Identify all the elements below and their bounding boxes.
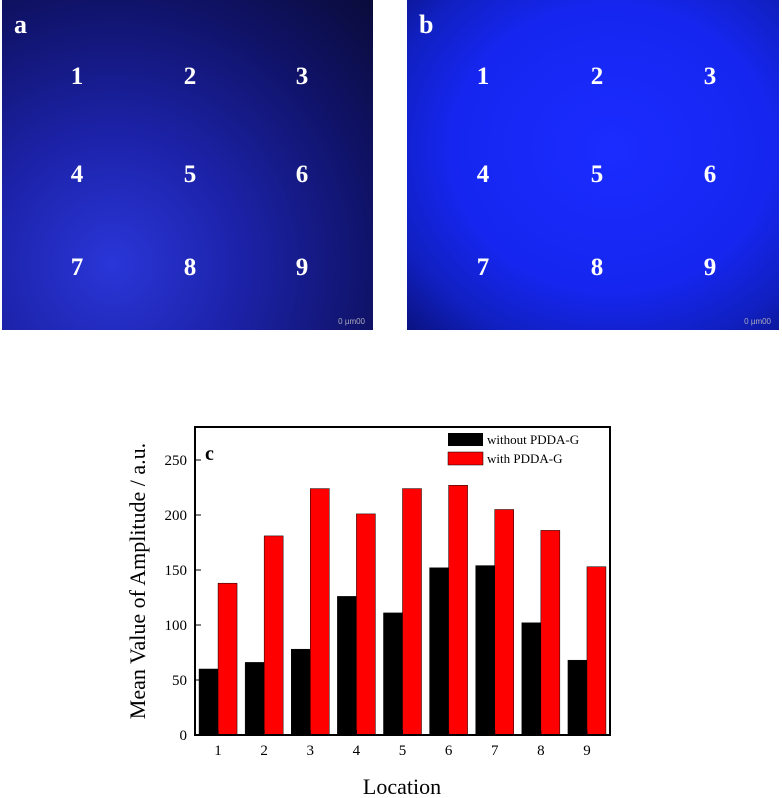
location-number: 8 [183, 254, 197, 281]
bar-with-9 [586, 566, 607, 736]
legend-swatch-without [448, 433, 483, 446]
location-number: 7 [70, 254, 84, 281]
location-number: 3 [295, 63, 309, 90]
plot-frame [194, 426, 611, 736]
x-tick-label: 7 [491, 743, 499, 759]
y-tick-label: 200 [165, 508, 188, 524]
location-number: 8 [590, 254, 604, 281]
bar-with-8 [540, 530, 561, 736]
panel-label-c: c [205, 443, 214, 465]
bar-without-6 [429, 567, 449, 736]
bar-without-2 [244, 662, 265, 736]
y-tick-label: 250 [165, 453, 188, 469]
location-number: 3 [703, 63, 717, 90]
bar-without-3 [291, 648, 311, 736]
bar-with-5 [402, 488, 422, 736]
location-number: 6 [295, 161, 309, 188]
x-tick-label: 9 [583, 743, 591, 759]
bar-with-4 [356, 513, 376, 736]
micrograph-a: a 0 µm00 1 2 3 4 5 6 7 8 9 [2, 0, 373, 330]
location-number: 7 [476, 254, 490, 281]
bar-without-4 [337, 596, 357, 736]
x-tick-label: 1 [214, 743, 222, 759]
location-number: 9 [295, 254, 309, 281]
micrograph-b: b 0 µm00 1 2 3 4 5 6 7 8 9 [407, 0, 779, 330]
x-tick-label: 3 [307, 743, 315, 759]
location-number: 1 [476, 63, 490, 90]
location-number: 5 [590, 161, 604, 188]
bar-without-5 [383, 612, 403, 736]
location-number: 2 [183, 63, 197, 90]
bar-with-3 [310, 488, 330, 736]
bar-without-1 [198, 668, 219, 736]
x-tick-label: 4 [353, 743, 361, 759]
location-number: 4 [476, 161, 490, 188]
bar-without-7 [475, 565, 495, 736]
panel-label-b: b [419, 10, 434, 39]
bar-without-9 [567, 659, 588, 736]
y-tick-label: 0 [180, 728, 188, 744]
y-tick-label: 100 [165, 618, 188, 634]
location-number: 1 [70, 63, 84, 90]
x-tick-label: 2 [260, 743, 268, 759]
location-number: 2 [590, 63, 604, 90]
panel-label-a: a [14, 10, 27, 39]
location-number: 5 [183, 161, 197, 188]
bar-with-1 [217, 582, 238, 736]
location-number: 6 [703, 161, 717, 188]
scale-bar-a: 0 µm00 [338, 317, 365, 326]
legend-swatch-with [447, 451, 484, 466]
bar-with-6 [448, 485, 468, 736]
bar-without-8 [521, 622, 542, 736]
location-number: 4 [70, 161, 84, 188]
y-tick-label: 50 [172, 673, 187, 689]
x-tick-label: 8 [537, 743, 545, 759]
legend-label-without: without PDDA-G [487, 432, 579, 447]
location-number: 9 [703, 254, 717, 281]
x-axis-label: Location [363, 774, 441, 798]
x-tick-label: 6 [445, 743, 453, 759]
x-tick-label: 5 [399, 743, 407, 759]
bar-with-7 [494, 509, 514, 736]
y-tick-label: 150 [165, 563, 188, 579]
bar-with-2 [263, 535, 284, 736]
legend-label-with: with PDDA-G [487, 451, 562, 466]
scale-bar-b: 0 µm00 [744, 317, 771, 326]
y-axis-label: Mean Value of Amplitude / a.u. [125, 443, 150, 719]
